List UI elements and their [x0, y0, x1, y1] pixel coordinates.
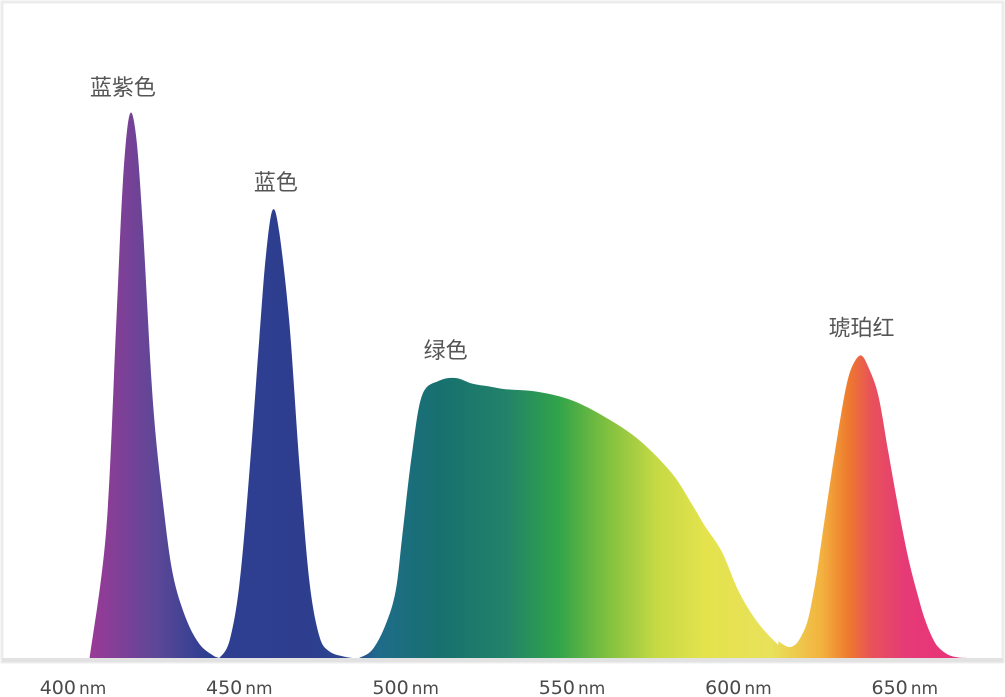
x-tick-label-600: 600 nm — [705, 677, 772, 697]
spectrum-segment-1 — [89, 112, 220, 658]
x-axis-ticks: 400 nm 450 nm 500 nm 550 nm 600 nm 650 nm — [40, 677, 938, 697]
x-tick-label-450: 450 nm — [206, 677, 273, 697]
x-tick-value: 550 — [539, 677, 575, 697]
spectrum-area — [89, 112, 968, 659]
peak-label-4: 琥珀红 — [828, 317, 894, 342]
x-tick-label-500: 500 nm — [372, 677, 439, 697]
x-tick-unit: nm — [578, 679, 605, 697]
spectrum-segment-2 — [219, 209, 360, 659]
x-tick-unit: nm — [412, 679, 439, 697]
x-tick-label-550: 550 nm — [539, 677, 606, 697]
peak-label-2: 蓝色 — [254, 171, 298, 196]
x-tick-value: 500 — [372, 677, 408, 697]
x-tick-value: 600 — [705, 677, 741, 697]
x-tick-value: 450 — [206, 677, 242, 697]
spectrum-segment-4 — [778, 355, 968, 658]
x-tick-value: 650 — [871, 677, 907, 697]
x-tick-unit: nm — [245, 679, 272, 697]
x-tick-value: 400 — [40, 677, 76, 697]
x-tick-label-400: 400 nm — [40, 677, 107, 697]
peak-label-3: 绿色 — [424, 339, 468, 364]
x-tick-unit: nm — [744, 679, 771, 697]
x-tick-unit: nm — [79, 679, 106, 697]
peak-label-1: 蓝紫色 — [90, 76, 156, 101]
spectrum-segment-3 — [359, 377, 825, 658]
x-tick-label-650: 650 nm — [871, 677, 938, 697]
x-tick-unit: nm — [911, 679, 938, 697]
